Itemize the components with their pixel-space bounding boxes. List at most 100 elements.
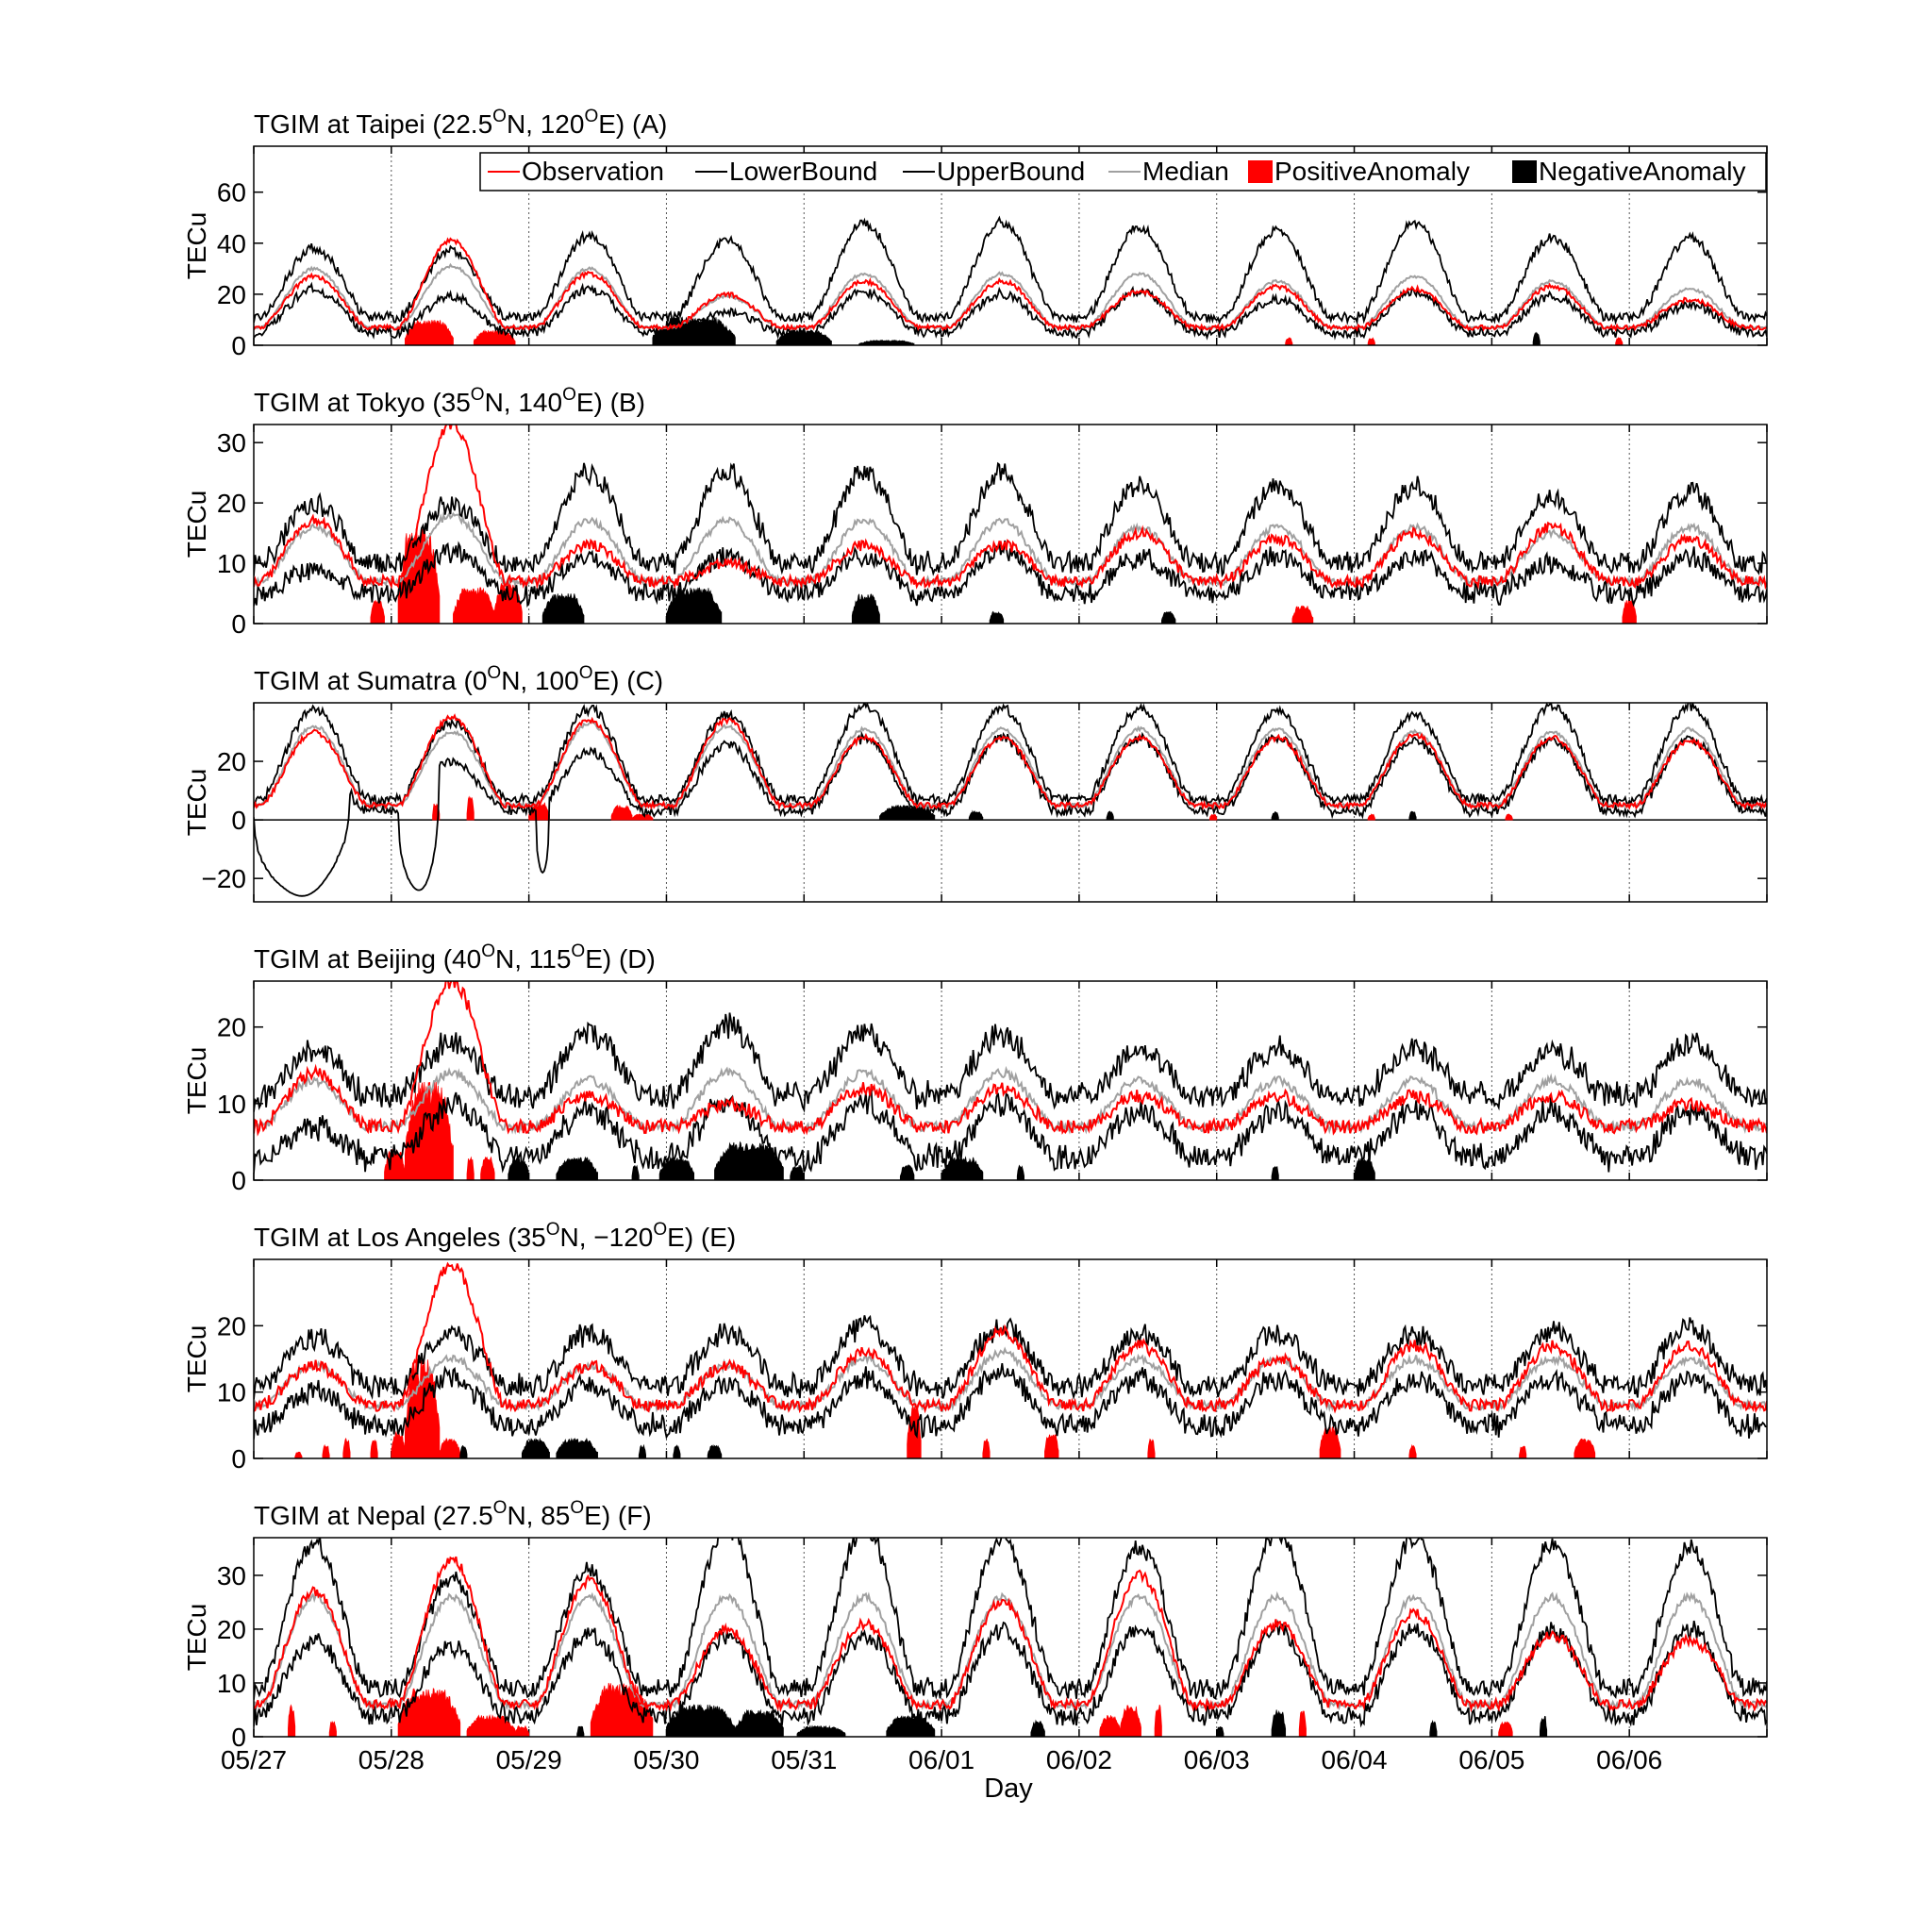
positive-anomaly: [514, 1724, 530, 1737]
x-axis: 05/27 05/28 05/29 05/30 05/31 06/01 06/02 06/03…: [221, 1745, 1662, 1774]
panel-D: TGIM at Beijing (40ON, 115OE) (D) TECu 0 10…: [182, 941, 1768, 1195]
plot-area-A: [254, 215, 1767, 345]
y-tick-label: 0: [231, 1444, 246, 1474]
plot-area-C: [254, 703, 1767, 897]
negative-anomaly: [652, 316, 736, 345]
negative-anomaly: [541, 592, 585, 624]
positive-anomaly: [466, 1156, 475, 1180]
positive-anomaly: [405, 319, 454, 345]
panel-title-F: TGIM at Nepal (27.5ON, 85OE) (F): [254, 1498, 652, 1530]
x-tick-label: 06/05: [1458, 1745, 1524, 1774]
y-tick-label: 20: [217, 489, 246, 518]
y-axis-label-E: TECu: [182, 1325, 211, 1393]
negative-anomaly: [658, 1156, 695, 1180]
positive-anomaly: [1147, 1438, 1156, 1458]
x-tick-label: 06/06: [1596, 1745, 1662, 1774]
positive-anomaly: [294, 1451, 303, 1458]
positive-anomaly: [1519, 1445, 1527, 1458]
negative-anomaly: [1429, 1719, 1438, 1737]
y-axis-label-D: TECu: [182, 1047, 211, 1115]
negative-anomaly: [1106, 810, 1114, 821]
upper-bound-line: [254, 703, 1767, 808]
panel-title-E: TGIM at Los Angeles (35ON, −120OE) (E): [254, 1220, 736, 1252]
positive-anomaly: [342, 1437, 351, 1458]
y-tick-label: 10: [217, 1090, 246, 1119]
positive-anomaly: [1505, 813, 1513, 821]
y-tick-label: 10: [217, 1669, 246, 1698]
upper-bound-line: [254, 215, 1767, 325]
observation-line: [254, 1556, 1767, 1713]
x-tick-label: 06/04: [1322, 1745, 1388, 1774]
positive-anomaly: [1209, 813, 1218, 821]
legend-label: LowerBound: [729, 157, 877, 186]
positive-anomaly: [370, 599, 385, 624]
median-line: [254, 1591, 1767, 1712]
y-tick-label: 10: [217, 1378, 246, 1407]
panel-F: TGIM at Nepal (27.5ON, 85OE) (F) TECu 0 10 2…: [182, 1498, 1768, 1752]
positive-anomaly: [439, 1437, 461, 1458]
panel-title-C: TGIM at Sumatra (0ON, 100OE) (C): [254, 663, 663, 695]
legend-label: PositiveAnomaly: [1274, 157, 1470, 186]
negative-anomaly: [508, 1156, 530, 1180]
legend: Observation LowerBound UpperBound Median Pos…: [479, 152, 1767, 192]
y-tick-label: 60: [217, 178, 246, 208]
positive-anomaly: [1408, 1443, 1417, 1458]
positive-anomaly: [1498, 1721, 1513, 1737]
observation-line: [254, 1261, 1767, 1414]
positive-anomaly: [391, 1430, 406, 1458]
positive-anomaly: [328, 1720, 337, 1737]
panel-frame-D: [253, 980, 1768, 1181]
positive-anomaly: [1615, 336, 1624, 345]
panel-frame-C: [253, 702, 1768, 903]
y-tick-label: 10: [217, 549, 246, 578]
positive-anomaly: [288, 1704, 296, 1737]
positive-anomaly: [982, 1438, 991, 1458]
y-tick-label: 0: [231, 1166, 246, 1195]
negative-anomaly: [796, 1724, 846, 1737]
positive-anomaly: [1044, 1433, 1059, 1458]
y-tick-label: 20: [217, 1615, 246, 1644]
panel-A: TGIM at Taipei (22.5ON, 120OE) (A) TECu 0 2…: [182, 107, 1768, 360]
positive-anomaly: [1154, 1704, 1162, 1737]
negative-anomaly: [1271, 811, 1279, 821]
positive-anomaly: [1099, 1714, 1122, 1737]
negative-anomaly: [521, 1437, 550, 1458]
lower-bound-line: [254, 1620, 1767, 1728]
negative-anomaly: [941, 1156, 984, 1180]
upper-bound-line: [254, 1012, 1767, 1113]
x-tick-label: 05/29: [496, 1745, 562, 1774]
lower-bound-line: [254, 1362, 1767, 1440]
panel-title-D: TGIM at Beijing (40ON, 115OE) (D): [254, 941, 656, 974]
y-tick-label: 0: [231, 609, 246, 639]
negative-anomaly: [1354, 1157, 1375, 1180]
negative-anomaly: [1408, 810, 1417, 821]
positive-anomaly: [1319, 1424, 1341, 1458]
x-tick-label: 06/02: [1046, 1745, 1112, 1774]
negative-anomaly: [734, 1708, 784, 1737]
upper-bound-line: [254, 461, 1767, 578]
legend-swatch: [1248, 160, 1273, 183]
positive-anomaly: [1285, 337, 1293, 345]
positive-anomaly: [1120, 1705, 1141, 1737]
negative-anomaly: [1271, 1165, 1279, 1180]
negative-anomaly: [1161, 610, 1176, 624]
x-tick-label: 05/27: [221, 1745, 287, 1774]
negative-anomaly: [666, 1704, 736, 1737]
positive-anomaly: [473, 328, 516, 345]
positive-anomaly: [1622, 599, 1637, 624]
x-tick-label: 06/03: [1184, 1745, 1250, 1774]
positive-anomaly: [466, 1713, 516, 1737]
x-tick-label: 06/01: [908, 1745, 974, 1774]
legend-swatch: [1512, 160, 1537, 183]
y-tick-label: 20: [217, 1311, 246, 1341]
y-tick-label: 40: [217, 229, 246, 258]
negative-anomaly: [989, 610, 1005, 624]
lower-bound-line: [254, 1089, 1767, 1174]
negative-anomaly: [899, 1164, 915, 1180]
negative-anomaly: [790, 1164, 805, 1180]
negative-anomaly: [638, 1443, 646, 1458]
positive-anomaly: [1367, 337, 1375, 345]
panel-C: TGIM at Sumatra (0ON, 100OE) (C) TECu −20 0…: [182, 663, 1768, 903]
negative-anomaly: [1216, 1726, 1224, 1737]
